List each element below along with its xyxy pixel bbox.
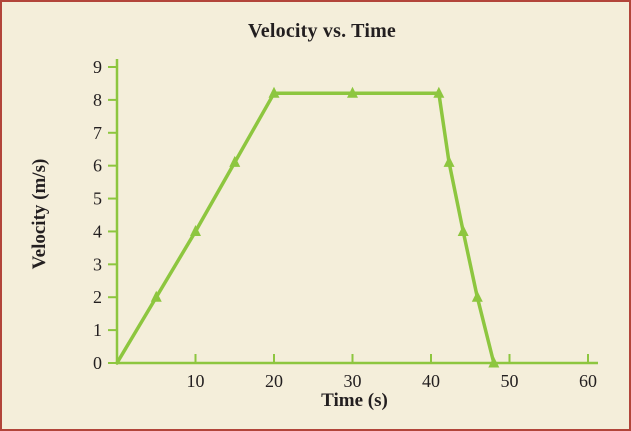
data-marker-triangle bbox=[150, 290, 162, 302]
y-tick-label: 5 bbox=[93, 189, 102, 209]
y-tick-label: 7 bbox=[93, 123, 102, 143]
data-marker-triangle bbox=[488, 356, 500, 368]
data-marker-triangle bbox=[443, 155, 455, 167]
data-marker-triangle bbox=[190, 224, 201, 236]
y-tick-label: 2 bbox=[93, 287, 102, 307]
x-tick-label: 20 bbox=[265, 371, 283, 391]
x-tick-label: 40 bbox=[422, 371, 440, 391]
y-tick-label: 3 bbox=[93, 254, 102, 274]
y-tick-label: 1 bbox=[93, 320, 102, 340]
x-axis-label: Time (s) bbox=[321, 390, 388, 411]
x-tick-label: 50 bbox=[501, 371, 519, 391]
y-tick-label: 4 bbox=[93, 221, 102, 241]
y-tick-label: 6 bbox=[93, 156, 102, 176]
data-marker-triangle bbox=[457, 224, 469, 236]
data-marker-triangle bbox=[471, 290, 483, 302]
y-tick-label: 0 bbox=[93, 353, 102, 373]
y-tick-label: 9 bbox=[93, 57, 102, 77]
data-marker-triangle bbox=[229, 155, 241, 167]
data-marker-triangle bbox=[268, 86, 280, 98]
y-tick-label: 8 bbox=[93, 90, 102, 110]
x-tick-label: 10 bbox=[187, 371, 205, 391]
x-tick-label: 60 bbox=[579, 371, 597, 391]
x-tick-label: 30 bbox=[344, 371, 362, 391]
data-marker-triangle bbox=[347, 86, 358, 98]
chart-title: Velocity vs. Time bbox=[247, 20, 397, 42]
velocity-line bbox=[115, 91, 496, 365]
data-marker-triangle bbox=[433, 86, 445, 98]
